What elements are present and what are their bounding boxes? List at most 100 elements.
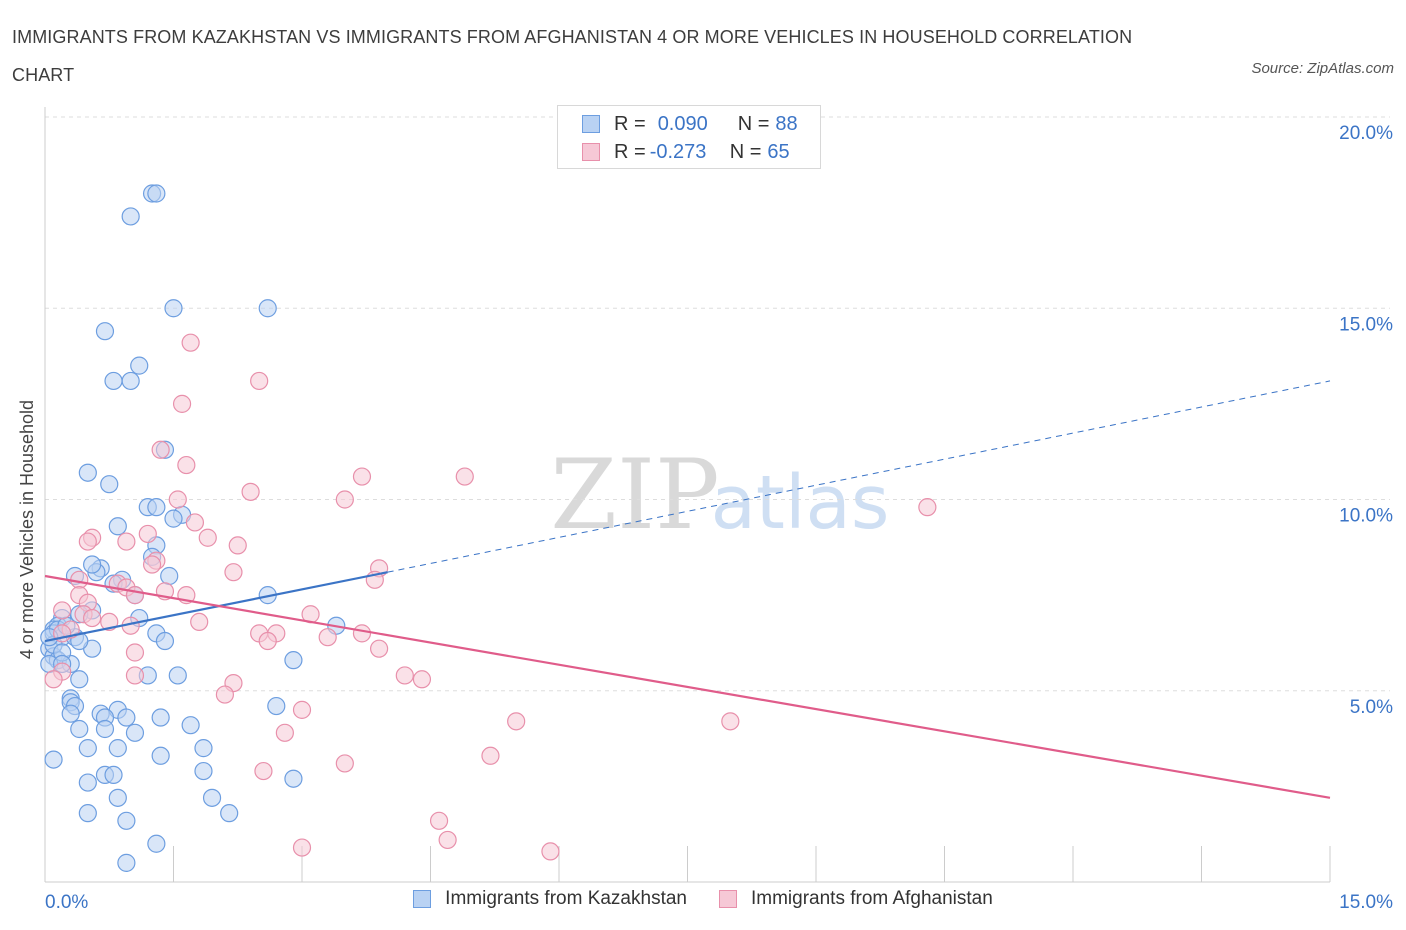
afghanistan-point	[142, 555, 162, 574]
afghanistan-point	[335, 754, 354, 773]
kazakhstan-point	[155, 631, 175, 651]
r-value: 0.090	[657, 112, 708, 135]
kazakhstan-point	[108, 739, 127, 758]
kazakhstan-point	[181, 716, 200, 735]
afghanistan-point	[412, 670, 432, 689]
legend-label-afghanistan: Immigrants from Afghanistan	[750, 888, 993, 909]
afghanistan-point	[429, 811, 449, 830]
afghanistan-trend-line	[44, 574, 1331, 799]
kazakhstan-point	[83, 555, 102, 574]
kazakhstan-point	[108, 517, 127, 536]
afghanistan-point	[918, 498, 937, 517]
afghanistan-point	[335, 490, 354, 509]
stats-legend: R = 0.090 N = 88 R = -0.273 N = 65	[557, 105, 821, 169]
kazakhstan-point	[78, 773, 97, 792]
afghanistan-point	[172, 394, 192, 413]
kazakhstan-point	[194, 739, 213, 758]
afghanistan-point	[352, 467, 372, 486]
kazakhstan-legend-swatch	[413, 890, 432, 908]
kazakhstan-point	[151, 746, 170, 765]
r-value: -0.273	[649, 140, 707, 163]
afghanistan-point	[78, 532, 97, 551]
kazakhstan-point	[70, 719, 89, 739]
kazakhstan-point	[78, 463, 97, 482]
y-tick-label: 20.0%	[1339, 123, 1393, 144]
afghanistan-point	[138, 524, 157, 544]
n-label: N =	[737, 112, 770, 135]
kazakhstan-point	[61, 704, 80, 723]
afghanistan-point	[254, 761, 273, 781]
afghanistan-point	[292, 700, 312, 719]
afghanistan-point	[352, 624, 372, 643]
kazakhstan-point	[108, 788, 127, 807]
kazakhstan-point	[220, 804, 239, 823]
afghanistan-point	[250, 371, 269, 391]
x-tick-label: 0.0%	[45, 892, 88, 913]
legend-label-kazakhstan: Immigrants from Kazakhstan	[445, 888, 687, 909]
afghanistan-point	[215, 685, 234, 704]
chart-title: IMMIGRANTS FROM KAZAKHSTAN VS IMMIGRANTS…	[12, 27, 1133, 85]
afghanistan-point	[721, 712, 740, 731]
legend-item-kazakhstan: Immigrants from Kazakhstan	[413, 888, 687, 910]
afghanistan-point	[292, 838, 312, 857]
afghanistan-point	[190, 612, 209, 632]
afghanistan-point	[370, 639, 389, 658]
kazakhstan-point	[267, 696, 286, 716]
kazakhstan-point	[95, 719, 115, 739]
n-value: 88	[775, 112, 798, 135]
kazakhstan-point	[168, 666, 187, 685]
kazakhstan-point	[117, 811, 136, 830]
afghanistan-point	[507, 712, 526, 731]
afghanistan-point	[181, 333, 200, 352]
afghanistan-point	[241, 482, 260, 501]
afghanistan-legend-swatch	[718, 890, 737, 908]
kazakhstan-point	[117, 853, 136, 872]
kazakhstan-point	[70, 670, 89, 689]
watermark-atlas: atlas	[711, 460, 890, 546]
afghanistan-point	[541, 842, 560, 861]
kazakhstan-point	[130, 356, 149, 375]
n-label: N =	[729, 140, 762, 163]
kazakhstan-point	[147, 498, 166, 517]
afghanistan-point	[125, 643, 145, 662]
source-credit: Source: ZipAtlas.com	[1251, 60, 1394, 77]
series-legend: Immigrants from Kazakhstan Immigrants fr…	[0, 888, 1406, 910]
watermark-zip: ZIP	[550, 439, 719, 551]
afghanistan-point	[177, 455, 196, 475]
afghanistan-point	[275, 723, 294, 742]
afghanistan-point	[228, 536, 247, 555]
y-tick-label: 15.0%	[1339, 314, 1393, 335]
kazakhstan-point	[117, 708, 136, 727]
afghanistan-point	[44, 670, 63, 689]
kazakhstan-point	[78, 739, 97, 758]
kazakhstan-point	[121, 207, 140, 226]
afghanistan-point	[481, 746, 500, 765]
afghanistan-point	[53, 601, 72, 620]
afghanistan-point	[125, 666, 145, 685]
kazakhstan-point	[104, 765, 123, 785]
y-tick-label: 5.0%	[1350, 697, 1393, 718]
kazakhstan-point	[284, 651, 303, 670]
y-tick-label: 10.0%	[1339, 506, 1393, 527]
afghanistan-point	[185, 513, 205, 532]
afghanistan-point	[151, 440, 170, 459]
kazakhstan-point	[100, 475, 119, 494]
r-label: R =	[614, 140, 646, 163]
kazakhstan-point	[164, 509, 183, 528]
n-value: 65	[767, 140, 790, 163]
y-axis-label: 4 or more Vehicles in Household	[17, 400, 37, 659]
afghanistan-point	[168, 490, 187, 509]
afghanistan-point	[395, 666, 414, 685]
afghanistan-point	[318, 628, 337, 647]
afghanistan-point	[258, 631, 277, 651]
kazakhstan-point	[151, 708, 170, 727]
kazakhstan-swatch	[582, 115, 600, 133]
kazakhstan-point	[95, 322, 115, 341]
kazakhstan-point	[147, 184, 166, 203]
afghanistan-point	[438, 830, 457, 850]
kazakhstan-point	[202, 788, 222, 807]
kazakhstan-point	[104, 371, 123, 391]
legend-item-afghanistan: Immigrants from Afghanistan	[718, 888, 993, 910]
kazakhstan-point	[121, 371, 140, 391]
